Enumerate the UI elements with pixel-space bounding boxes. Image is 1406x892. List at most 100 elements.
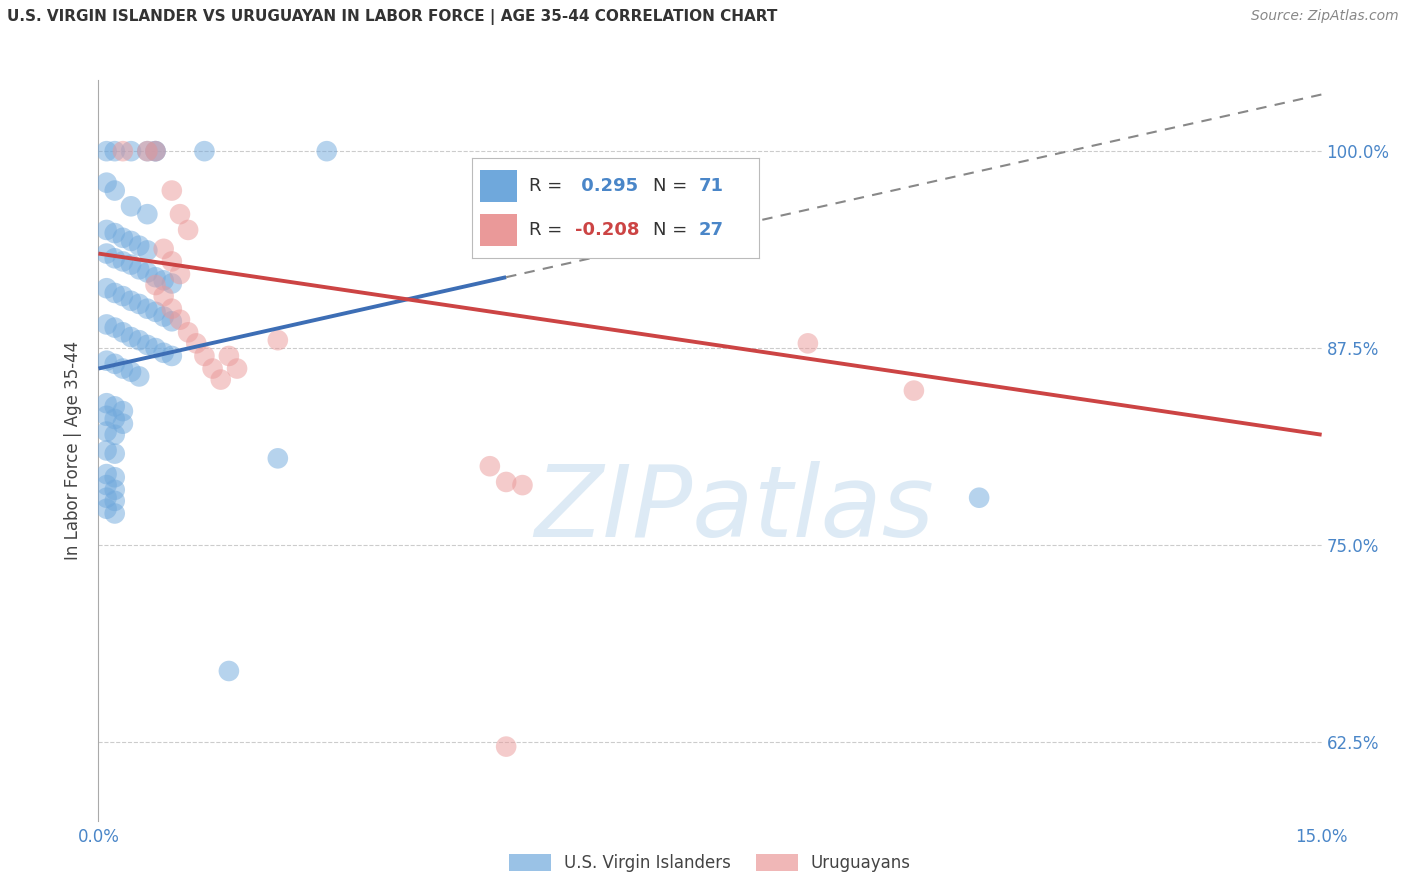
- Point: [152, 273, 174, 287]
- Point: [218, 664, 240, 678]
- Point: [136, 338, 159, 352]
- Point: [136, 207, 159, 221]
- Point: [104, 252, 127, 266]
- Point: [136, 265, 159, 279]
- Point: [209, 373, 232, 387]
- Point: [104, 507, 127, 521]
- Point: [160, 277, 183, 291]
- Point: [104, 226, 127, 240]
- Point: [177, 326, 200, 340]
- Point: [111, 254, 134, 268]
- Text: ZIPatlas: ZIPatlas: [534, 461, 935, 558]
- Point: [478, 459, 501, 474]
- Point: [111, 404, 134, 418]
- Point: [145, 270, 167, 285]
- Text: N =: N =: [652, 177, 688, 195]
- Point: [104, 285, 127, 300]
- Point: [111, 289, 134, 303]
- Point: [967, 491, 990, 505]
- Point: [128, 262, 150, 277]
- Point: [145, 341, 167, 355]
- Point: [145, 305, 167, 319]
- Point: [226, 361, 249, 376]
- Point: [177, 223, 200, 237]
- Point: [104, 320, 127, 334]
- Point: [96, 478, 118, 492]
- Legend: U.S. Virgin Islanders, Uruguayans: U.S. Virgin Islanders, Uruguayans: [502, 847, 918, 879]
- Point: [160, 184, 183, 198]
- Point: [104, 412, 127, 426]
- Text: 71: 71: [699, 177, 724, 195]
- Point: [120, 258, 142, 272]
- Point: [136, 244, 159, 258]
- Point: [512, 478, 534, 492]
- Point: [495, 739, 517, 754]
- Point: [136, 144, 159, 158]
- Point: [111, 144, 134, 158]
- Point: [111, 417, 134, 431]
- Point: [104, 447, 127, 461]
- Point: [267, 333, 290, 347]
- Text: 0.295: 0.295: [575, 177, 638, 195]
- Point: [111, 361, 134, 376]
- Point: [96, 425, 118, 439]
- Point: [128, 369, 150, 384]
- Point: [96, 246, 118, 260]
- Point: [120, 330, 142, 344]
- Point: [193, 144, 215, 158]
- Point: [96, 409, 118, 423]
- Point: [160, 314, 183, 328]
- Point: [315, 144, 337, 158]
- Point: [145, 144, 167, 158]
- Point: [128, 297, 150, 311]
- Text: N =: N =: [652, 221, 688, 239]
- Point: [120, 199, 142, 213]
- Point: [218, 349, 240, 363]
- Point: [152, 242, 174, 256]
- Point: [267, 451, 290, 466]
- Point: [104, 494, 127, 508]
- Point: [96, 318, 118, 332]
- Point: [104, 144, 127, 158]
- Point: [152, 346, 174, 360]
- Point: [145, 144, 167, 158]
- Point: [111, 231, 134, 245]
- Point: [104, 427, 127, 442]
- Text: 27: 27: [699, 221, 724, 239]
- Point: [96, 353, 118, 368]
- Bar: [479, 170, 517, 202]
- Y-axis label: In Labor Force | Age 35-44: In Labor Force | Age 35-44: [65, 341, 83, 560]
- Point: [201, 361, 224, 376]
- Point: [96, 281, 118, 295]
- Point: [160, 301, 183, 316]
- Point: [104, 184, 127, 198]
- Text: -0.208: -0.208: [575, 221, 640, 239]
- Point: [128, 333, 150, 347]
- Point: [104, 470, 127, 484]
- Point: [136, 144, 159, 158]
- Point: [96, 144, 118, 158]
- Point: [186, 336, 208, 351]
- Point: [160, 349, 183, 363]
- Point: [104, 483, 127, 497]
- Point: [136, 301, 159, 316]
- Point: [160, 254, 183, 268]
- Point: [96, 501, 118, 516]
- Point: [120, 293, 142, 308]
- Point: [169, 267, 191, 281]
- Point: [495, 475, 517, 489]
- Point: [96, 443, 118, 458]
- Point: [96, 223, 118, 237]
- Text: Source: ZipAtlas.com: Source: ZipAtlas.com: [1251, 9, 1399, 23]
- Point: [193, 349, 215, 363]
- Point: [104, 357, 127, 371]
- Point: [169, 207, 191, 221]
- Point: [104, 400, 127, 414]
- Bar: [479, 214, 517, 246]
- Text: R =: R =: [529, 221, 562, 239]
- Point: [111, 326, 134, 340]
- Point: [120, 365, 142, 379]
- Point: [128, 238, 150, 252]
- Text: R =: R =: [529, 177, 562, 195]
- Point: [120, 234, 142, 248]
